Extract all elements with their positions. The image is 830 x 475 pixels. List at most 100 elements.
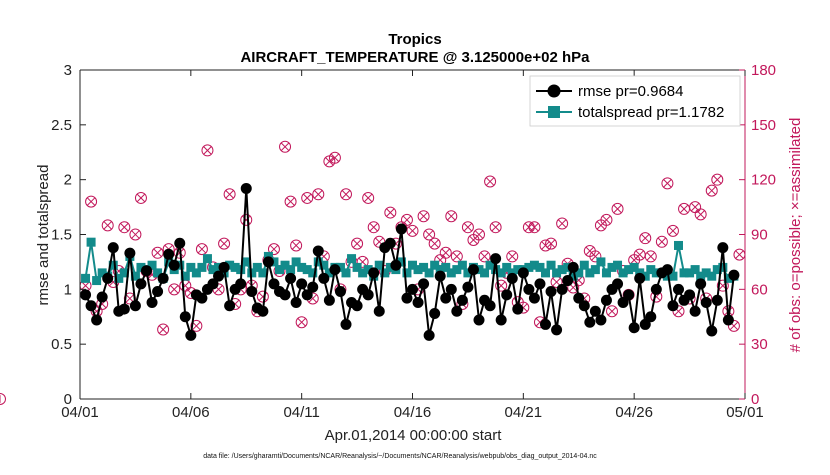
y-right-tick-label: 150 [751, 117, 776, 134]
obs-count-marker [223, 188, 236, 201]
x-tick-label: 04/06 [172, 404, 210, 421]
rmse-point [207, 278, 219, 290]
obs-possible-circle [489, 221, 502, 234]
obs-assimilated-cross [646, 252, 655, 261]
obs-possible-circle [195, 243, 208, 256]
obs-count-marker [528, 221, 541, 234]
x-axis-label: Apr.01,2014 00:00:00 start [325, 427, 503, 444]
obs-count-marker [545, 237, 558, 250]
obs-assimilated-cross [602, 215, 611, 225]
obs-assimilated-cross [303, 193, 312, 203]
legend: rmse pr=0.9684 totalspread pr=1.1782 [529, 75, 741, 127]
rmse-point [80, 289, 92, 301]
obs-assimilated-cross [641, 234, 650, 243]
totalspread-point [629, 262, 639, 272]
totalspread-point [358, 268, 368, 278]
totalspread-point [601, 268, 611, 278]
rmse-point [213, 270, 225, 282]
rmse-point [185, 329, 197, 341]
obs-possible-circle [639, 232, 652, 245]
obs-assimilated-cross [341, 190, 351, 199]
obs-count-marker [423, 228, 436, 241]
obs-assimilated-cross [424, 230, 434, 239]
rmse-point [639, 318, 651, 330]
obs-count-marker [489, 221, 502, 234]
obs-possible-circle [129, 228, 142, 241]
obs-assimilated-cross [452, 252, 461, 261]
obs-possible-circle [545, 237, 558, 250]
obs-assimilated-cross [170, 285, 179, 294]
totalspread-point [319, 260, 329, 270]
obs-assimilated-cross [585, 246, 594, 256]
obs-count-marker [600, 213, 613, 226]
obs-assimilated-cross [668, 226, 678, 235]
obs-possible-circle [85, 195, 98, 208]
legend-spread-marker [548, 106, 560, 118]
totalspread-point [568, 271, 578, 281]
obs-count-marker [279, 140, 292, 153]
tick-layer: 04/01 04/06 04/11 04/16 04/21 04/26 05/0100.51… [51, 62, 776, 421]
rmse-point [628, 322, 640, 334]
obs-count-marker [85, 195, 98, 208]
totalspread-point [186, 262, 196, 272]
obs-possible-circle [484, 175, 497, 188]
rmse-point [695, 278, 707, 290]
obs-count-marker [611, 202, 624, 215]
totalspread-point [430, 260, 440, 270]
obs-assimilated-cross [447, 212, 456, 221]
rmse-point [146, 296, 158, 308]
rmse-point [434, 270, 446, 282]
rmse-point [329, 264, 341, 276]
rmse-point [584, 316, 596, 328]
obs-assimilated-cross [557, 219, 567, 228]
rmse-point [174, 237, 186, 249]
totalspread-point [585, 268, 595, 278]
rmse-point [323, 294, 335, 306]
totalspread-point [81, 273, 91, 283]
obs-assimilated-cross [291, 241, 301, 250]
obs-assimilated-cross [535, 318, 545, 327]
rmse-point [179, 311, 191, 323]
obs-possible-circle [655, 235, 668, 248]
rmse-point [118, 303, 130, 315]
y-right-tick-label: 0 [751, 391, 759, 408]
obs-assimilated-cross [352, 239, 362, 248]
obs-assimilated-cross [86, 197, 96, 206]
obs-count-marker [168, 283, 181, 296]
y-axis-right-label: # of obs: o=possible; ×=assimilated [787, 118, 804, 353]
totalspread-point [579, 260, 589, 270]
obs-possible-circle [600, 213, 613, 226]
totalspread-point [452, 265, 462, 275]
totalspread-point [197, 262, 207, 272]
obs-count-marker [556, 217, 569, 230]
totalspread-point [258, 268, 268, 278]
x-tick-label: 04/21 [505, 404, 543, 421]
obs-possible-circle [589, 250, 602, 263]
rmse-point [362, 289, 374, 301]
rmse-point [578, 300, 590, 312]
totalspread-point [297, 262, 307, 272]
rmse-point [168, 259, 180, 271]
obs-possible-circle [373, 235, 386, 248]
obs-possible-circle [340, 188, 352, 201]
obs-assimilated-cross [386, 208, 395, 217]
obs-assimilated-cross [591, 252, 600, 261]
rmse-point [429, 307, 441, 319]
obs-possible-circle [528, 221, 541, 234]
totalspread-point [374, 260, 384, 270]
obs-possible-circle [312, 188, 325, 201]
obs-assimilated-cross [103, 221, 112, 230]
obs-count-marker [484, 175, 497, 188]
obs-assimilated-cross [125, 294, 135, 303]
obs-count-marker [201, 144, 214, 157]
totalspread-point [352, 262, 362, 272]
x-tick-label: 04/11 [283, 404, 319, 421]
obs-count-marker [445, 210, 458, 223]
totalspread-point [679, 268, 689, 278]
obs-assimilated-cross [441, 248, 450, 257]
totalspread-point [335, 262, 345, 272]
totalspread-point [385, 262, 395, 272]
totalspread-point [557, 265, 567, 275]
rmse-point [312, 245, 324, 257]
rmse-point [445, 283, 457, 295]
